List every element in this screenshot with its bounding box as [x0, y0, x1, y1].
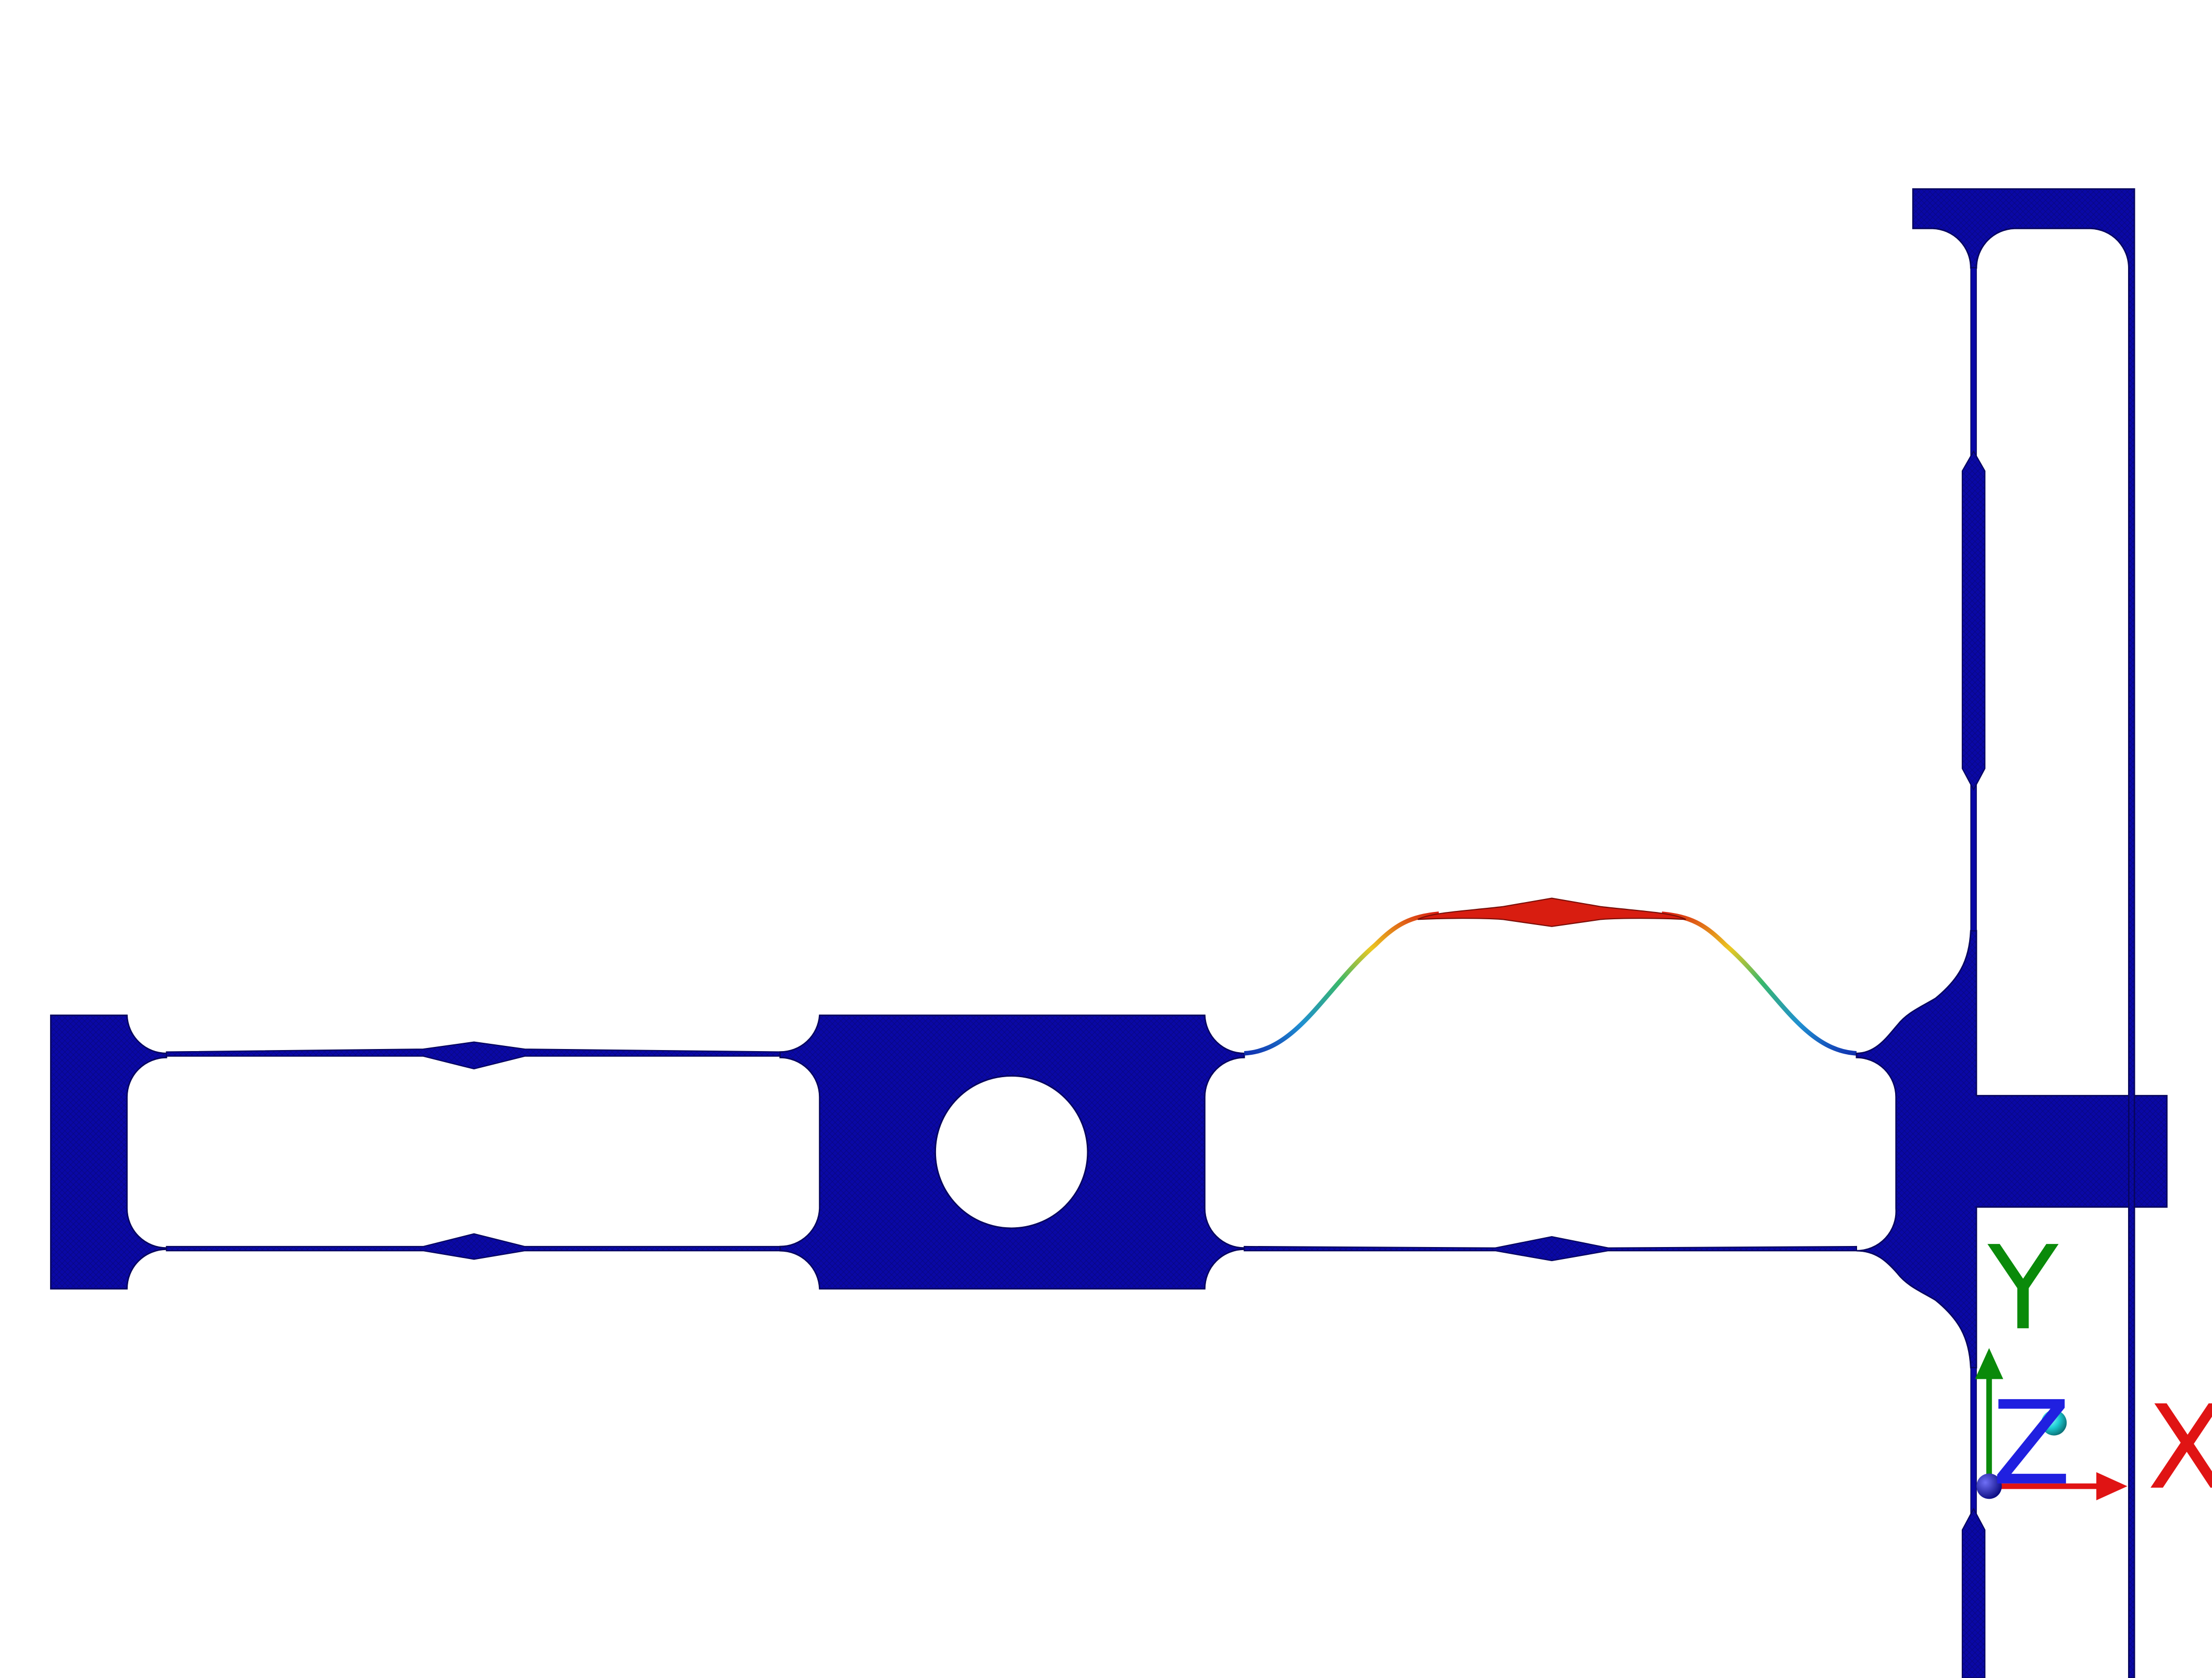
vertical-rail-upper-thick [1961, 450, 1986, 791]
deformed-flexure-peak [1417, 897, 1686, 927]
deformed-flexure-right-ramp [1661, 911, 1857, 1056]
deformed-flexure-left-ramp [1244, 911, 1440, 1056]
y-axis-arrowhead [1975, 1348, 2004, 1379]
vertical-rail-lower-thick [1961, 1507, 1986, 1678]
z-axis-origin [1976, 1473, 2002, 1499]
left-flexure-lower [166, 1233, 781, 1260]
center-hole [935, 1075, 1089, 1229]
z-axis-label: Z [1992, 1377, 2071, 1511]
left-clamp-block [50, 1014, 167, 1290]
reference-point-marker [2041, 1410, 2067, 1436]
y-axis-label: Y [1987, 1222, 2059, 1356]
coordinate-triad: Y X Z [1975, 1222, 2212, 1515]
x-axis-arrowhead [2096, 1472, 2128, 1501]
right-joint-block [1855, 930, 2168, 1369]
top-cap [1912, 188, 2135, 1678]
left-flexure-upper [166, 1041, 781, 1070]
right-flexure-lower [1244, 1236, 1858, 1262]
x-axis-label: X [2147, 1381, 2212, 1515]
mechanism-mesh [50, 188, 2168, 1678]
